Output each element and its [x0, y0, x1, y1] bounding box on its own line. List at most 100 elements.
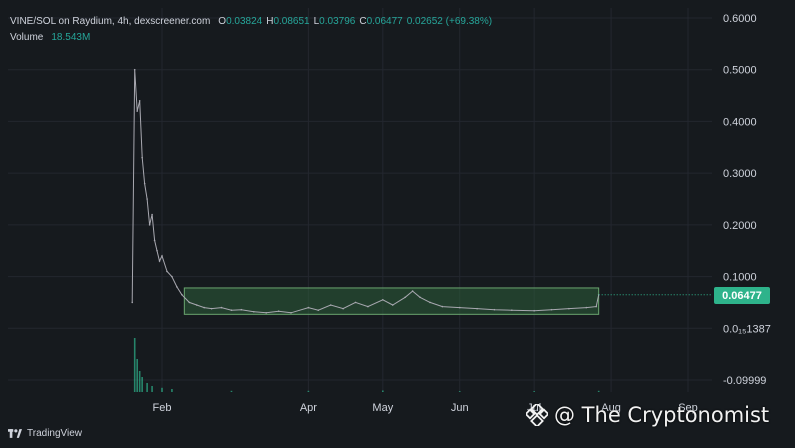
price-point — [161, 255, 163, 257]
y-tick-label: 0.6000 — [723, 13, 757, 25]
price-point — [290, 311, 292, 314]
price-point — [253, 310, 255, 313]
price-point — [210, 307, 213, 310]
volume-bar — [136, 359, 138, 392]
price-point — [195, 304, 198, 306]
volume-bar — [458, 391, 461, 392]
price-point — [277, 310, 280, 313]
price-point — [550, 308, 553, 311]
ohlc-row: VINE/SOL on Raydium, 4h, dexscreener.com… — [10, 14, 492, 30]
cryptonomist-watermark: @ The Cryptonomist — [526, 403, 769, 427]
ohlc-key-o: O — [218, 16, 227, 27]
price-point — [342, 307, 344, 310]
price-point — [148, 224, 151, 226]
volume-bar — [161, 387, 163, 392]
price-point — [329, 304, 332, 306]
price-point — [367, 305, 369, 308]
chart-legend: VINE/SOL on Raydium, 4h, dexscreener.com… — [10, 14, 492, 46]
volume-bar — [133, 338, 136, 392]
volume-bar — [146, 383, 148, 392]
x-tick-label: Apr — [300, 402, 317, 414]
tradingview-logo[interactable]: TradingView — [8, 428, 82, 439]
price-point — [265, 311, 268, 314]
diamond-logo-icon — [526, 404, 548, 426]
x-tick-label: Aug — [601, 402, 621, 414]
price-point — [138, 99, 141, 102]
y-tick-label: 0.2000 — [723, 220, 757, 232]
price-point — [476, 307, 478, 310]
price-point — [595, 305, 597, 308]
x-tick-label: May — [372, 402, 393, 414]
volume-bar — [533, 391, 535, 392]
price-point — [404, 296, 406, 299]
price-point — [136, 110, 138, 112]
price-point — [585, 306, 588, 309]
price-point — [171, 275, 173, 278]
price-point — [141, 156, 143, 159]
price-point — [131, 301, 134, 304]
volume-bar — [307, 390, 310, 392]
volume-bar — [382, 390, 384, 392]
price-point — [188, 301, 191, 304]
price-point — [441, 305, 444, 308]
ohlc-value-h: 0.08651 — [273, 16, 310, 27]
consolidation-range-box — [183, 287, 600, 315]
volume-bar — [230, 390, 233, 392]
watermark-text: @ The Cryptonomist — [554, 403, 770, 427]
price-point — [146, 198, 148, 200]
y-tick-label: -0.09999 — [723, 375, 766, 387]
volume-value: 18.543M — [51, 32, 91, 43]
price-point — [153, 239, 156, 242]
price-point — [568, 307, 570, 310]
change-value: 0.02652 (+69.38%) — [406, 16, 493, 27]
ohlc-key-c: C — [359, 16, 367, 27]
price-point — [220, 306, 223, 309]
last-price-tag: 0.06477 — [714, 287, 770, 304]
price-point — [354, 301, 357, 304]
price-point — [411, 290, 414, 292]
price-point — [458, 306, 461, 309]
price-point — [240, 308, 243, 311]
y-tick-label: 0.4000 — [723, 116, 757, 128]
price-point — [429, 301, 431, 304]
price-point — [156, 249, 158, 252]
price-point — [307, 306, 310, 309]
tradingview-icon — [8, 429, 22, 438]
price-point — [181, 293, 183, 296]
price-point — [151, 213, 153, 216]
volume-bar — [171, 389, 173, 392]
price-point — [419, 296, 421, 299]
y-tick-label: 0.5000 — [723, 65, 757, 77]
ohlc-value-l: 0.03796 — [319, 16, 356, 27]
price-point — [176, 286, 178, 288]
price-point — [133, 68, 136, 71]
ohlc-key-h: H — [266, 16, 274, 27]
price-point — [511, 309, 513, 311]
volume-bar — [597, 390, 600, 392]
price-point — [166, 270, 168, 273]
x-tick-label: Sep — [678, 402, 698, 414]
x-tick-label: Jun — [451, 402, 469, 414]
price-point — [158, 260, 161, 262]
y-tick-label: 0.1000 — [723, 272, 757, 284]
symbol-title: VINE/SOL on Raydium, 4h, dexscreener.com — [10, 16, 211, 27]
price-point — [230, 309, 233, 311]
ohlc-value-o: 0.03824 — [226, 16, 263, 27]
price-point — [143, 182, 146, 185]
tradingview-label: TradingView — [27, 428, 83, 439]
price-point — [203, 306, 205, 309]
volume-bar — [151, 386, 153, 392]
price-point — [391, 304, 394, 306]
volume-bar — [141, 377, 143, 392]
volume-label: Volume — [10, 32, 44, 43]
y-tick-label: 0.0₁₅1387 — [723, 323, 771, 335]
price-point — [533, 309, 535, 312]
ohlc-value-c: 0.06477 — [366, 16, 403, 27]
price-point — [317, 309, 320, 311]
ohlc-key-l: L — [313, 16, 320, 27]
x-tick-label: Feb — [153, 402, 172, 414]
price-point — [493, 308, 496, 311]
volume-row: Volume 18.543M — [10, 30, 492, 46]
